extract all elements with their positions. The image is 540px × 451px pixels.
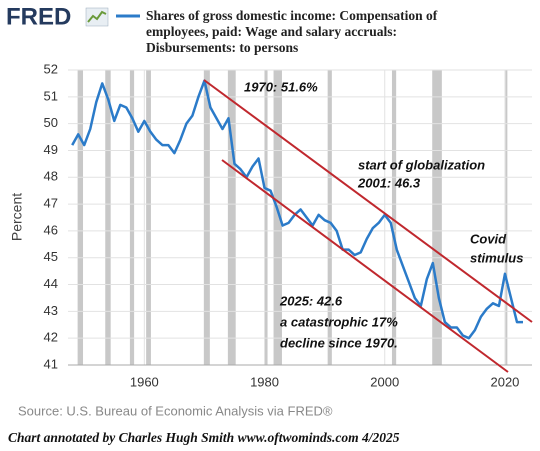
- y-tick-label: 46: [44, 222, 58, 237]
- recession-band: [391, 70, 397, 365]
- footer: Chart annotated by Charles Hugh Smith ww…: [8, 430, 400, 445]
- y-tick-label: 41: [44, 356, 58, 371]
- trend-line: [203, 79, 533, 323]
- annotation: 2025: 42.6: [279, 293, 343, 308]
- legend-label: Shares of gross domestic income: Compens…: [146, 8, 438, 55]
- recession-band: [273, 70, 282, 365]
- y-tick-label: 50: [44, 115, 58, 130]
- annotation: a catastrophic 17%: [280, 314, 398, 329]
- annotation: Covid: [470, 231, 507, 246]
- recession-band: [203, 70, 210, 365]
- annotation: start of globalization: [358, 157, 485, 172]
- recession-band: [505, 70, 508, 365]
- x-tick-label: 2020: [490, 374, 519, 389]
- trend-line: [221, 159, 509, 373]
- annotation: stimulus: [470, 250, 523, 265]
- annotation: 1970: 51.6%: [244, 79, 318, 94]
- y-axis-label: Percent: [9, 193, 25, 241]
- recession-band: [146, 70, 151, 365]
- y-tick-label: 43: [44, 303, 58, 318]
- source: Source: U.S. Bureau of Economic Analysis…: [18, 403, 333, 418]
- annotation: 2001: 46.3: [357, 175, 421, 190]
- annotation: decline since 1970.: [280, 335, 398, 350]
- recession-band: [227, 70, 236, 365]
- x-tick-label: 2000: [370, 374, 399, 389]
- y-tick-label: 49: [44, 142, 58, 157]
- y-tick-label: 48: [44, 169, 58, 184]
- y-tick-label: 44: [44, 276, 58, 291]
- x-tick-label: 1980: [250, 374, 279, 389]
- recession-band: [105, 70, 111, 365]
- y-tick-label: 47: [44, 196, 58, 211]
- logo-icon: [85, 7, 109, 27]
- recession-band: [129, 70, 135, 365]
- logo: FRED: [6, 3, 71, 30]
- recession-band: [77, 70, 84, 365]
- y-tick-label: 52: [44, 61, 58, 76]
- y-tick-label: 45: [44, 249, 58, 264]
- data-line: [71, 79, 523, 340]
- y-tick-label: 42: [44, 330, 58, 345]
- recession-band: [432, 70, 442, 365]
- recession-band: [264, 70, 268, 365]
- recession-band: [327, 70, 332, 365]
- y-tick-label: 51: [44, 88, 58, 103]
- x-tick-label: 1960: [130, 374, 159, 389]
